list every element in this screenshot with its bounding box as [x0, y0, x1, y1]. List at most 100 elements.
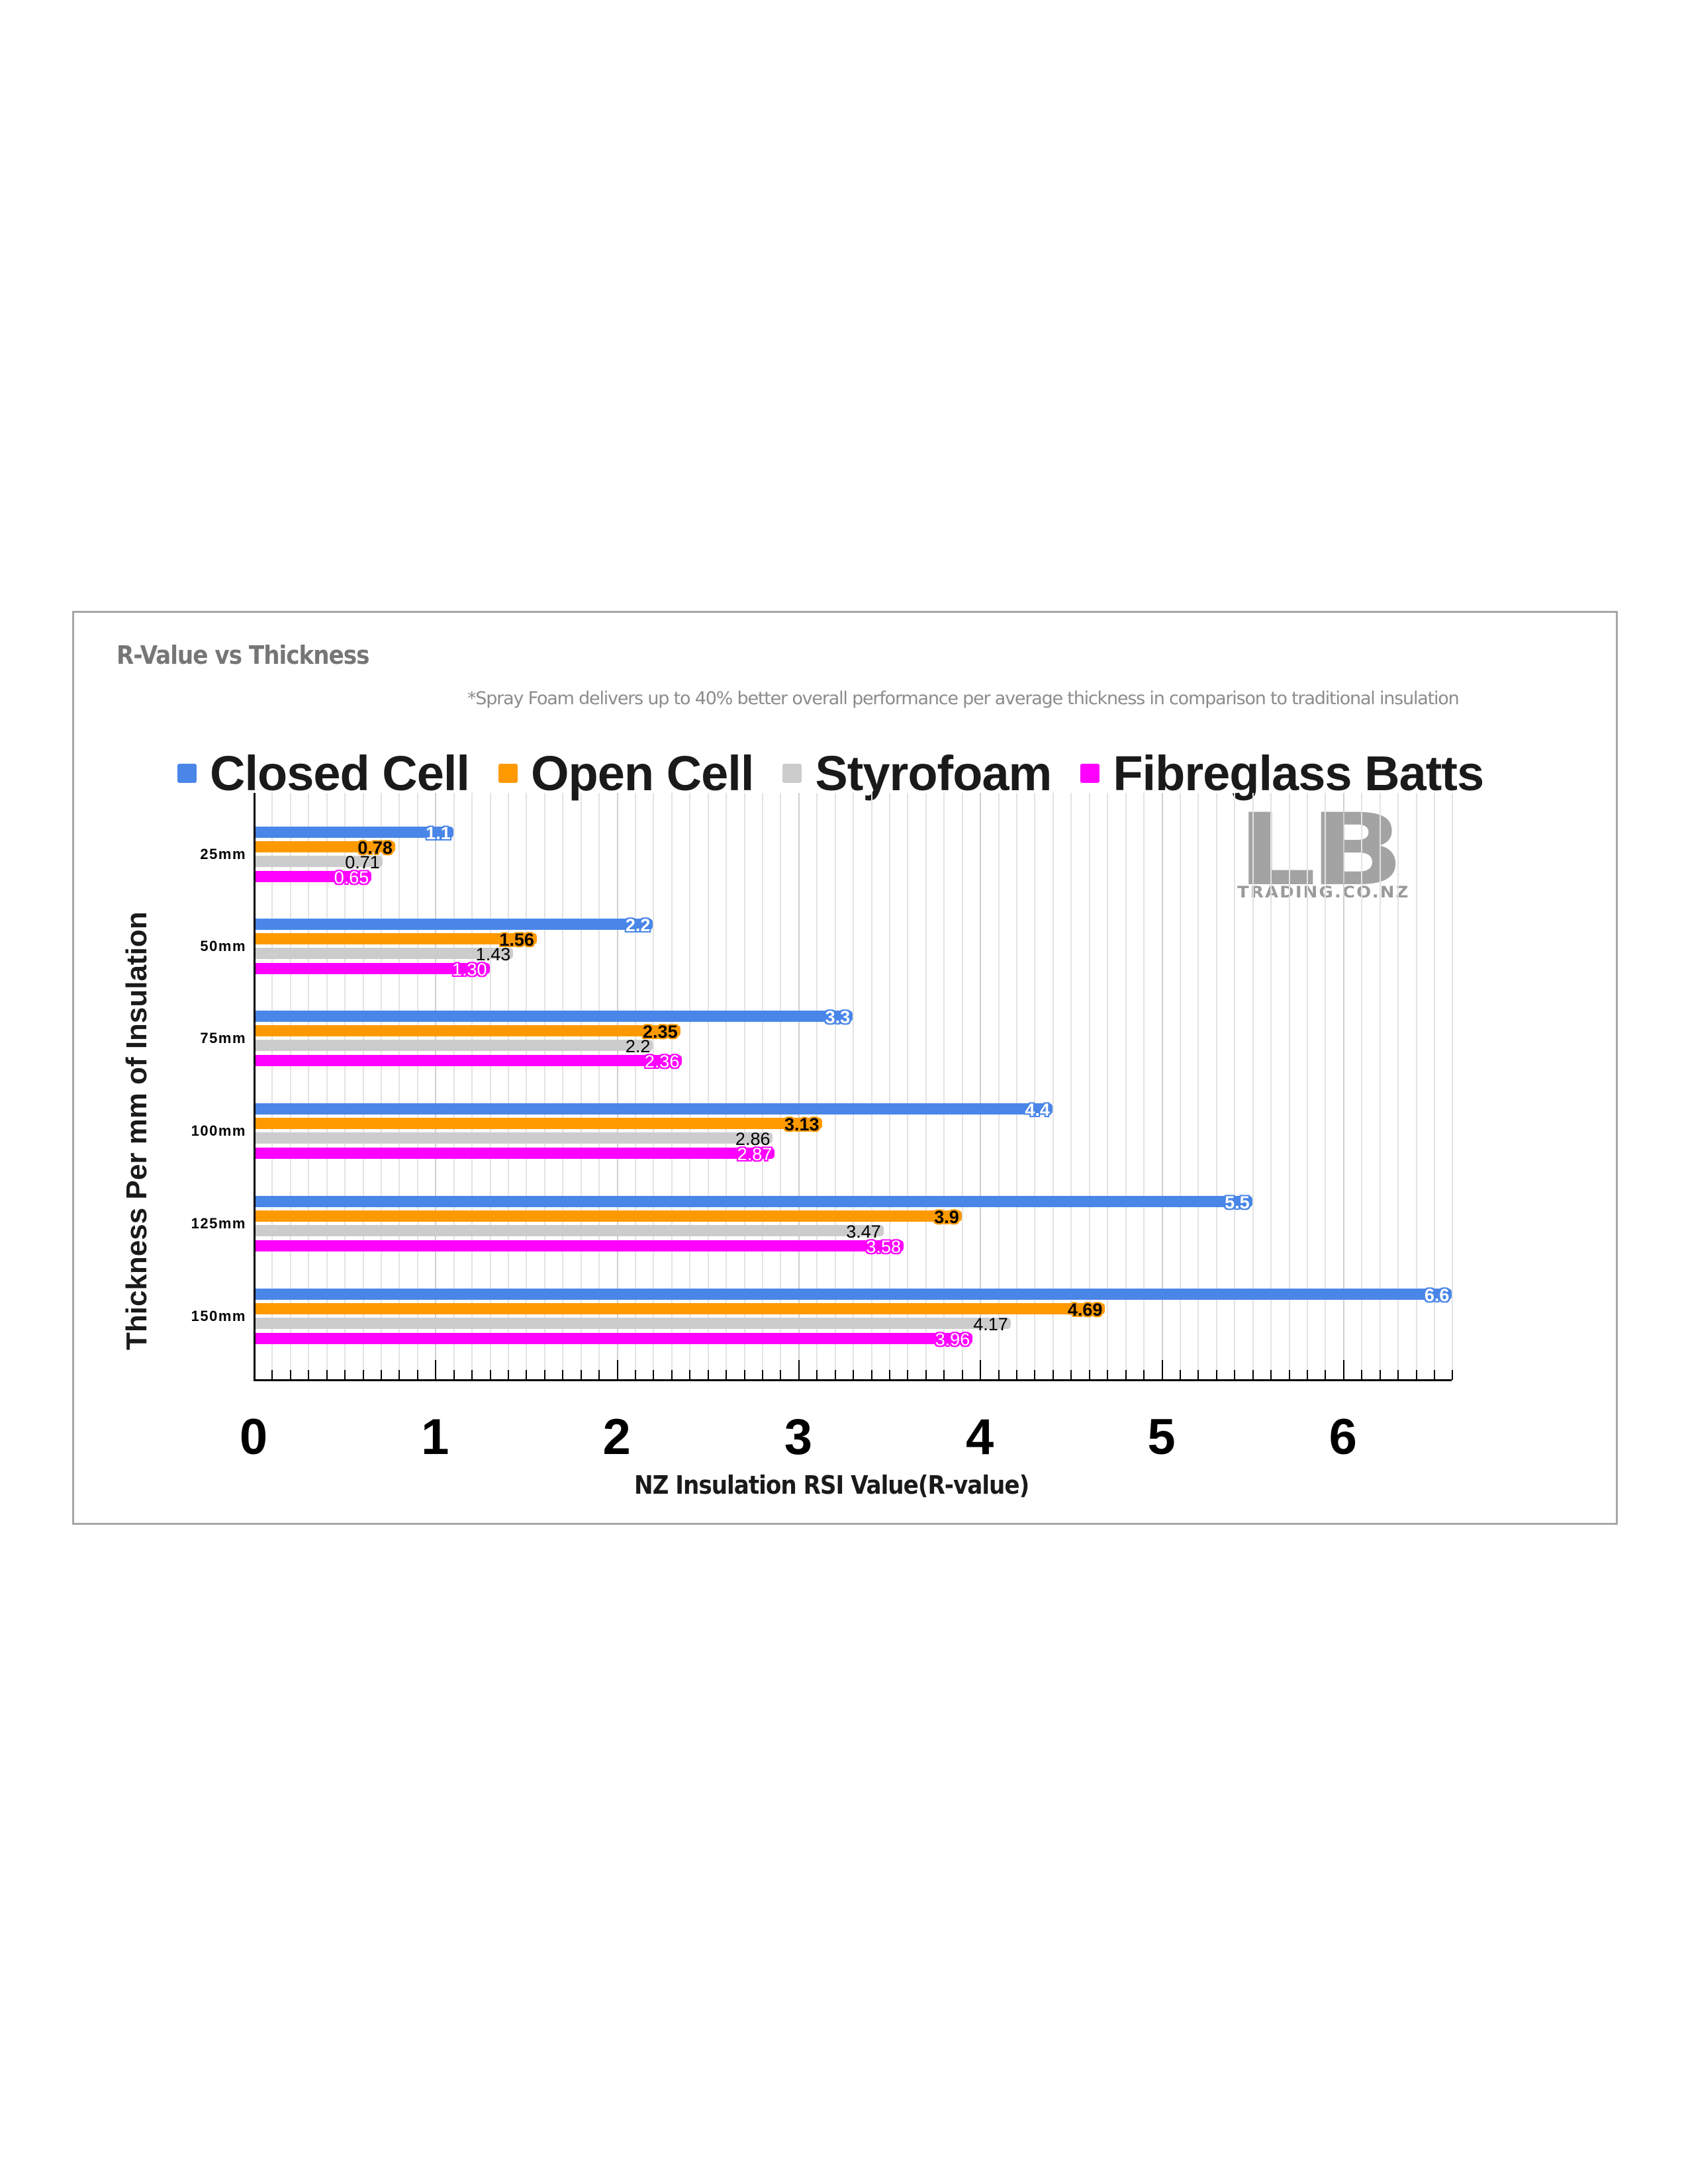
- category-label: 50mm: [200, 938, 246, 954]
- minor-tick: [744, 1370, 745, 1380]
- minor-gridline: [998, 793, 1000, 1380]
- minor-tick: [544, 1370, 545, 1380]
- minor-tick: [871, 1370, 872, 1380]
- minor-gridline: [1197, 793, 1199, 1380]
- bar-open-cell[interactable]: [254, 1118, 822, 1129]
- bar-closed-cell[interactable]: [254, 1103, 1053, 1115]
- minor-gridline: [453, 793, 455, 1380]
- minor-gridline: [1397, 793, 1399, 1380]
- minor-gridline: [780, 793, 781, 1380]
- minor-tick: [1053, 1370, 1054, 1380]
- legend-label: Styrofoam: [815, 745, 1052, 801]
- bar-closed-cell[interactable]: [254, 827, 453, 838]
- bar-styrofoam[interactable]: [254, 1225, 884, 1236]
- major-gridline: [1343, 793, 1344, 1380]
- minor-gridline: [526, 793, 527, 1380]
- minor-tick: [490, 1370, 491, 1380]
- bar-styrofoam[interactable]: [254, 1040, 653, 1051]
- chart-subtitle: *Spray Foam delivers up to 40% better ov…: [467, 688, 1460, 709]
- legend-swatch-closed-cell: [177, 763, 197, 783]
- minor-gridline: [744, 793, 745, 1380]
- bar-open-cell[interactable]: [254, 841, 395, 852]
- minor-gridline: [925, 793, 927, 1380]
- legend-item-closed-cell[interactable]: Closed Cell: [177, 745, 470, 801]
- data-label: 4.4: [1025, 1100, 1050, 1120]
- minor-gridline: [1107, 793, 1108, 1380]
- minor-tick: [271, 1370, 273, 1380]
- minor-tick: [1397, 1370, 1399, 1380]
- bar-styrofoam[interactable]: [254, 856, 383, 867]
- minor-tick: [689, 1370, 690, 1380]
- minor-gridline: [508, 793, 509, 1380]
- minor-tick: [671, 1370, 673, 1380]
- bar-styrofoam[interactable]: [254, 948, 514, 959]
- minor-gridline: [326, 793, 328, 1380]
- data-label: 0.71: [345, 852, 380, 872]
- chart-frame: [72, 611, 1618, 1525]
- bar-open-cell[interactable]: [254, 933, 537, 944]
- minor-tick: [1252, 1370, 1254, 1380]
- legend-swatch-fibreglass-batts: [1080, 763, 1100, 783]
- minor-gridline: [871, 793, 872, 1380]
- minor-gridline: [1416, 793, 1417, 1380]
- minor-gridline: [363, 793, 364, 1380]
- bar-closed-cell[interactable]: [254, 919, 653, 930]
- data-label: 1.30: [452, 960, 487, 979]
- minor-gridline: [1125, 793, 1127, 1380]
- minor-gridline: [1434, 793, 1435, 1380]
- bar-closed-cell[interactable]: [254, 1289, 1452, 1300]
- minor-gridline: [853, 793, 854, 1380]
- bar-styrofoam[interactable]: [254, 1132, 773, 1144]
- category-label: 25mm: [200, 846, 246, 862]
- bar-fibreglass-batts[interactable]: [254, 1333, 973, 1344]
- x-tick-label: 1: [421, 1409, 449, 1465]
- minor-tick: [835, 1370, 836, 1380]
- minor-tick: [308, 1370, 309, 1380]
- bar-open-cell[interactable]: [254, 1210, 962, 1222]
- bar-fibreglass-batts[interactable]: [254, 871, 372, 882]
- major-gridline: [1162, 793, 1163, 1380]
- bar-open-cell[interactable]: [254, 1303, 1105, 1314]
- bar-closed-cell[interactable]: [254, 1011, 853, 1022]
- minor-tick: [962, 1370, 963, 1380]
- minor-gridline: [271, 793, 273, 1380]
- bar-fibreglass-batts[interactable]: [254, 1240, 904, 1251]
- legend-label: Fibreglass Batts: [1113, 745, 1484, 801]
- bar-open-cell[interactable]: [254, 1025, 680, 1036]
- logo-mark: LB: [1237, 793, 1404, 908]
- bar-styrofoam[interactable]: [254, 1318, 1011, 1329]
- minor-gridline: [581, 793, 582, 1380]
- minor-tick: [381, 1370, 382, 1380]
- minor-gridline: [708, 793, 709, 1380]
- minor-tick: [417, 1370, 418, 1380]
- bar-fibreglass-batts[interactable]: [254, 963, 490, 974]
- major-tick: [980, 1360, 981, 1380]
- minor-tick: [1216, 1370, 1217, 1380]
- minor-gridline: [598, 793, 600, 1380]
- legend-item-styrofoam[interactable]: Styrofoam: [782, 745, 1052, 801]
- minor-tick: [326, 1370, 328, 1380]
- minor-tick: [290, 1370, 291, 1380]
- bar-fibreglass-batts[interactable]: [254, 1055, 682, 1066]
- legend-swatch-styrofoam: [782, 763, 802, 783]
- major-tick: [617, 1360, 618, 1380]
- chart-title: R-Value vs Thickness: [117, 641, 369, 670]
- minor-tick: [453, 1370, 455, 1380]
- minor-tick: [581, 1370, 582, 1380]
- bar-closed-cell[interactable]: [254, 1196, 1252, 1207]
- minor-tick: [598, 1370, 600, 1380]
- minor-tick: [1380, 1370, 1381, 1380]
- legend-item-fibreglass-batts[interactable]: Fibreglass Batts: [1080, 745, 1484, 801]
- minor-tick: [653, 1370, 654, 1380]
- minor-tick: [726, 1370, 727, 1380]
- minor-gridline: [816, 793, 818, 1380]
- bar-fibreglass-batts[interactable]: [254, 1148, 775, 1159]
- minor-gridline: [1234, 793, 1235, 1380]
- minor-tick: [1089, 1370, 1090, 1380]
- minor-gridline: [943, 793, 945, 1380]
- data-label: 1.43: [475, 944, 511, 964]
- major-tick: [1162, 1360, 1163, 1380]
- minor-gridline: [726, 793, 727, 1380]
- legend-item-open-cell[interactable]: Open Cell: [498, 745, 754, 801]
- minor-gridline: [1252, 793, 1254, 1380]
